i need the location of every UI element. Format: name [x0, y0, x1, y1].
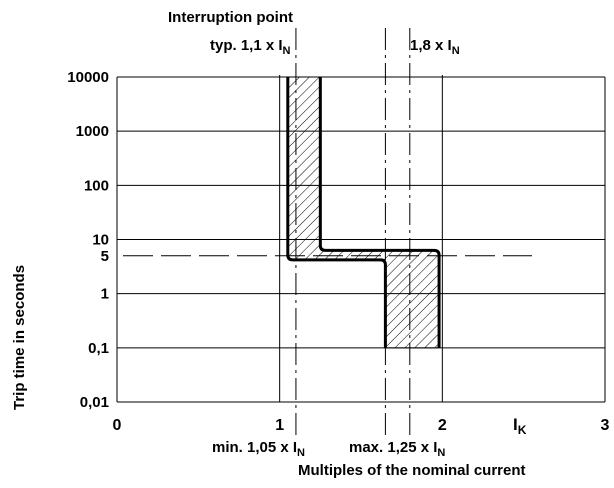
x-tick-label: 2 [438, 417, 447, 434]
annotation-typ-1-1: typ. 1,1 x IN [210, 37, 291, 57]
y-tick-label: 1 [101, 286, 109, 303]
x-axis-end-label: IK [513, 415, 527, 437]
grid [116, 75, 606, 403]
x-axis-end-label-sub: K [518, 423, 527, 437]
y-tick-label: 100 [84, 177, 109, 194]
tolerance-band [287, 77, 440, 348]
y-tick-label: 0,1 [88, 340, 109, 357]
tick-labels: 10000 1000 100 105 1 0,1 0,010 1 2 3 [67, 69, 609, 434]
annotation-max-text: max. 1,25 x I [349, 439, 437, 456]
y-tick-label: 10 [92, 232, 109, 249]
annotation-1-8-sub: N [452, 45, 460, 57]
x-tick-label: 0 [113, 417, 122, 434]
annotation-max-1-25: max. 1,25 x IN [349, 439, 445, 459]
annotation-min-sub: N [297, 447, 305, 459]
lower-trip-curve [286, 77, 387, 348]
x-tick-label: 1 [275, 417, 284, 434]
annotation-min-text: min. 1,05 x I [212, 439, 297, 456]
annotation-1-8: 1,8 x IN [410, 37, 460, 57]
y-tick-label: 0,01 [80, 394, 109, 411]
x-tick-label: 3 [601, 417, 610, 434]
annotation-max-sub: N [437, 447, 445, 459]
annotation-typ-1-1-text: typ. 1,1 x I [210, 37, 283, 54]
y-tick-label: 5 [101, 248, 109, 265]
y-tick-label: 10000 [67, 69, 109, 86]
upper-trip-curve [318, 77, 441, 348]
annotation-typ-1-1-sub: N [283, 45, 291, 57]
annotation-min-1-05: min. 1,05 x IN [212, 439, 305, 459]
annotation-interruption-point: Interruption point [168, 9, 293, 26]
annotation-1-8-text: 1,8 x I [410, 37, 452, 54]
x-axis-label: Multiples of the nominal current [298, 462, 526, 479]
trip-curves [286, 77, 441, 349]
reference-lines [123, 28, 532, 440]
y-axis-label: Trip time in seconds [11, 265, 28, 410]
y-tick-label: 1000 [76, 123, 109, 140]
x-axis-end-label-text: I [513, 415, 518, 434]
